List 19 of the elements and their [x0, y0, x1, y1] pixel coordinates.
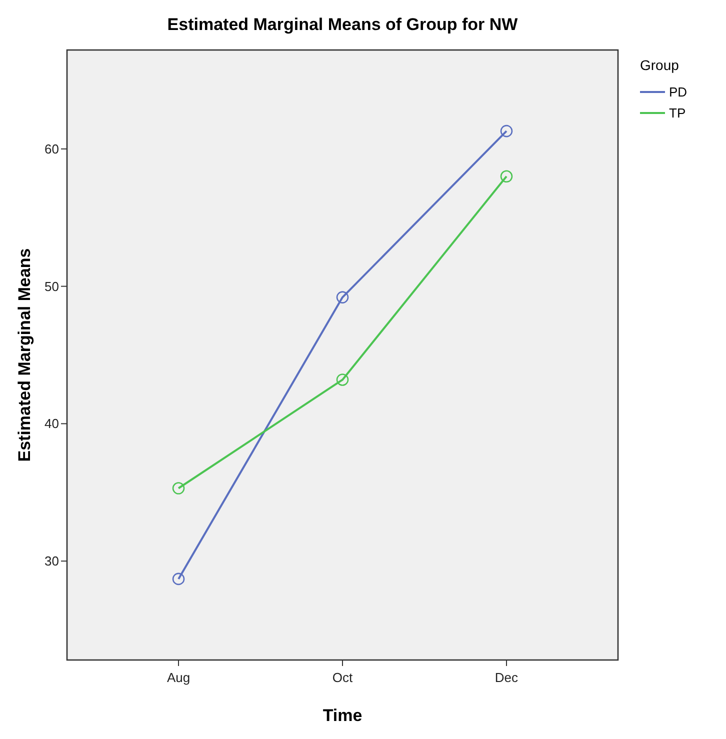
y-tick-label: 40: [44, 416, 59, 432]
x-tick-label: Oct: [332, 670, 353, 685]
x-axis-title: Time: [322, 706, 362, 725]
y-tick-label: 50: [44, 278, 59, 294]
point: [336, 291, 349, 304]
x-tick-label: Aug: [166, 670, 190, 685]
point: [500, 124, 513, 138]
y-tick-label: 60: [44, 141, 59, 156]
legend-title: Group: [640, 57, 680, 73]
y-axis-title: Estimated Marginal Means: [15, 248, 34, 462]
x-tick-label: Dec: [494, 670, 519, 685]
point: [336, 374, 349, 386]
y-tick-label: 30: [44, 554, 59, 569]
chart-title: Estimated Marginal Means of Group for NW: [167, 15, 519, 34]
point: [172, 482, 185, 494]
point: [172, 572, 185, 586]
point: [500, 170, 513, 183]
legend-label: PD: [669, 84, 688, 100]
legend-label: TP: [669, 106, 686, 121]
